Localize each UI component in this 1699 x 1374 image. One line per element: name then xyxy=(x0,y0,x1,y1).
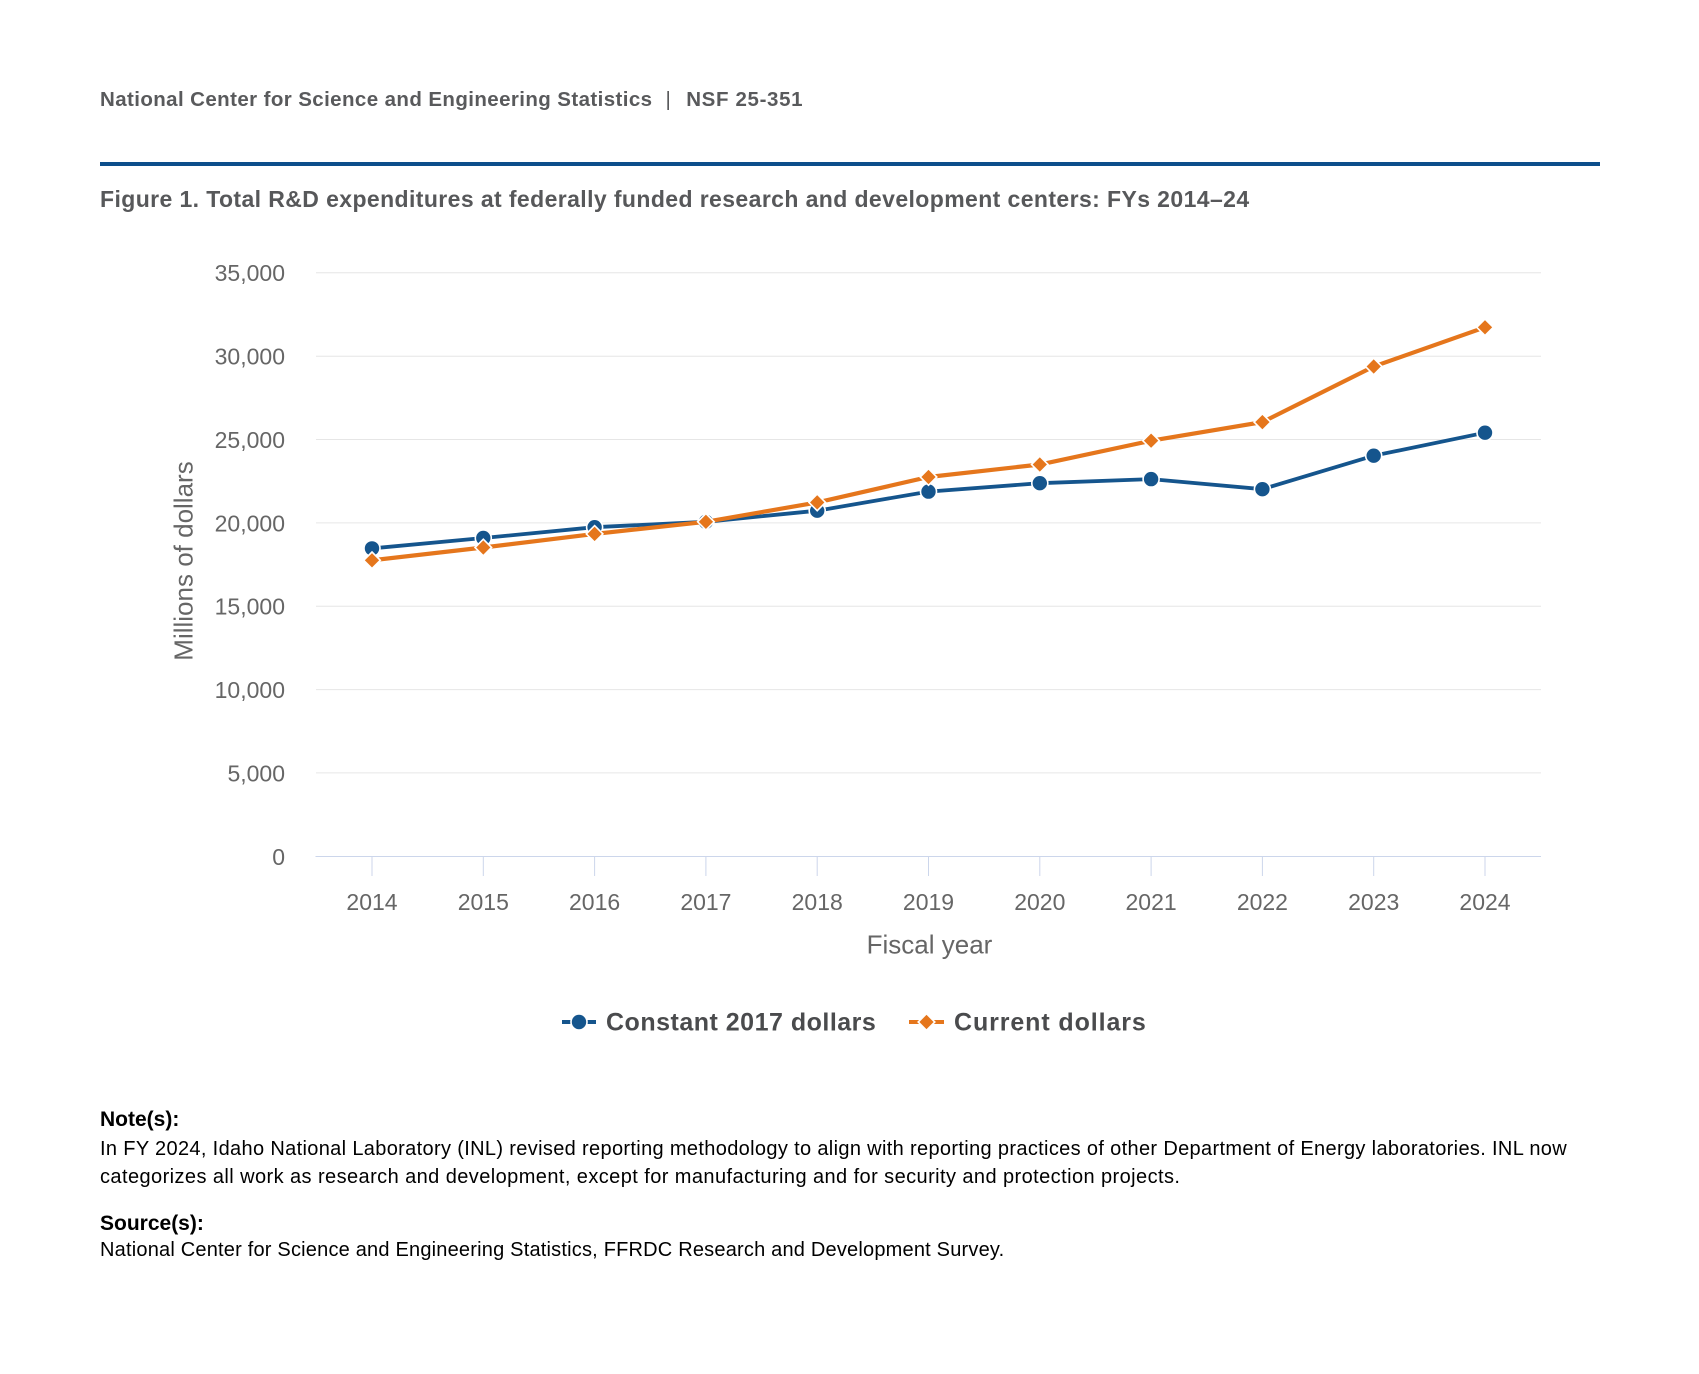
svg-text:2017: 2017 xyxy=(680,889,731,915)
svg-text:2024: 2024 xyxy=(1459,889,1510,915)
svg-text:25,000: 25,000 xyxy=(215,427,285,453)
svg-text:2014: 2014 xyxy=(346,889,397,915)
svg-text:20,000: 20,000 xyxy=(215,510,285,536)
svg-text:Constant 2017 dollars: Constant 2017 dollars xyxy=(606,1009,876,1037)
svg-text:35,000: 35,000 xyxy=(215,260,285,286)
svg-text:2018: 2018 xyxy=(792,889,843,915)
svg-text:Fiscal year: Fiscal year xyxy=(867,930,993,960)
svg-text:10,000: 10,000 xyxy=(215,677,285,703)
svg-text:2021: 2021 xyxy=(1126,889,1177,915)
svg-text:2020: 2020 xyxy=(1014,889,1065,915)
svg-text:15,000: 15,000 xyxy=(215,594,285,620)
svg-text:5,000: 5,000 xyxy=(227,760,285,786)
svg-text:2015: 2015 xyxy=(458,889,509,915)
svg-text:2019: 2019 xyxy=(903,889,954,915)
svg-text:0: 0 xyxy=(272,844,285,870)
svg-text:2016: 2016 xyxy=(569,889,620,915)
svg-text:2023: 2023 xyxy=(1348,889,1399,915)
svg-text:Millions of dollars: Millions of dollars xyxy=(169,461,199,660)
svg-text:Current dollars: Current dollars xyxy=(954,1009,1147,1037)
svg-text:30,000: 30,000 xyxy=(215,344,285,370)
svg-text:2022: 2022 xyxy=(1237,889,1288,915)
